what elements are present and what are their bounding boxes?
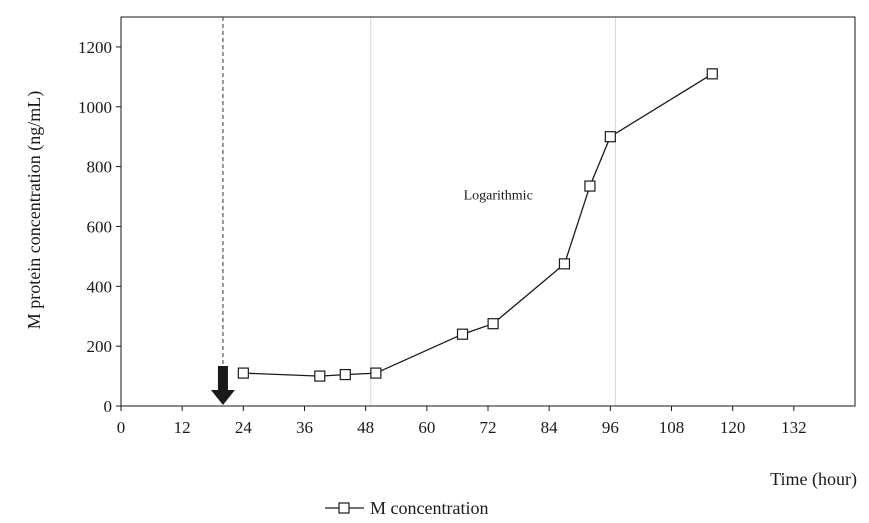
data-point-8 bbox=[604, 131, 616, 143]
x-axis-label: Time (hour) bbox=[770, 469, 857, 490]
legend-marker-square bbox=[338, 502, 350, 514]
legend: M concentration bbox=[325, 498, 488, 518]
x-tick-marks bbox=[120, 406, 795, 411]
x-tick-label-10: 120 bbox=[720, 418, 746, 437]
y-tick-label-5: 1000 bbox=[78, 98, 112, 117]
arrow-down-icon bbox=[210, 366, 235, 405]
y-tick-label-4: 800 bbox=[87, 158, 113, 177]
y-tick-marks bbox=[116, 46, 121, 407]
y-tick-label-6: 1200 bbox=[78, 38, 112, 57]
x-tick-label-8: 96 bbox=[602, 418, 619, 437]
y-tick-label-2: 400 bbox=[87, 277, 113, 296]
data-point-6 bbox=[558, 258, 571, 270]
x-tick-label-6: 72 bbox=[480, 418, 497, 437]
annotation-logarithmic: Logarithmic bbox=[464, 189, 533, 204]
y-tick-label-0: 0 bbox=[104, 397, 113, 416]
y-tick-label-1: 200 bbox=[87, 337, 113, 356]
x-tick-label-4: 48 bbox=[357, 418, 374, 437]
x-tick-label-1: 12 bbox=[174, 418, 191, 437]
phase-lines bbox=[370, 17, 616, 406]
y-tick-label-3: 600 bbox=[87, 217, 113, 236]
data-point-5 bbox=[487, 318, 499, 330]
data-point-7 bbox=[584, 180, 596, 192]
y-tick-labels: 0 200 400 600 800 1000 1200 bbox=[78, 38, 112, 416]
data-point-9 bbox=[706, 68, 718, 80]
x-tick-label-3: 36 bbox=[296, 418, 313, 437]
x-tick-label-2: 24 bbox=[235, 418, 253, 437]
arrow-shaft bbox=[217, 366, 228, 391]
arrow-head bbox=[210, 390, 235, 405]
series-line-m-concentration bbox=[243, 73, 713, 377]
data-point-0 bbox=[237, 367, 249, 379]
legend-label: M concentration bbox=[370, 498, 488, 518]
x-tick-label-5: 60 bbox=[418, 418, 435, 437]
series-markers bbox=[237, 68, 718, 382]
x-tick-label-9: 108 bbox=[659, 418, 685, 437]
x-tick-label-11: 132 bbox=[781, 418, 807, 437]
y-axis-label: M protein concentration (ng/mL) bbox=[24, 91, 45, 329]
data-point-4 bbox=[456, 328, 469, 340]
x-tick-label-7: 84 bbox=[541, 418, 559, 437]
data-point-1 bbox=[314, 370, 326, 382]
x-tick-labels: 0 12 24 36 48 60 72 84 96 108 120 132 bbox=[117, 418, 807, 437]
x-tick-label-0: 0 bbox=[117, 418, 126, 437]
plot-frame bbox=[120, 16, 856, 407]
data-point-3 bbox=[370, 367, 382, 379]
data-point-2 bbox=[339, 368, 351, 381]
